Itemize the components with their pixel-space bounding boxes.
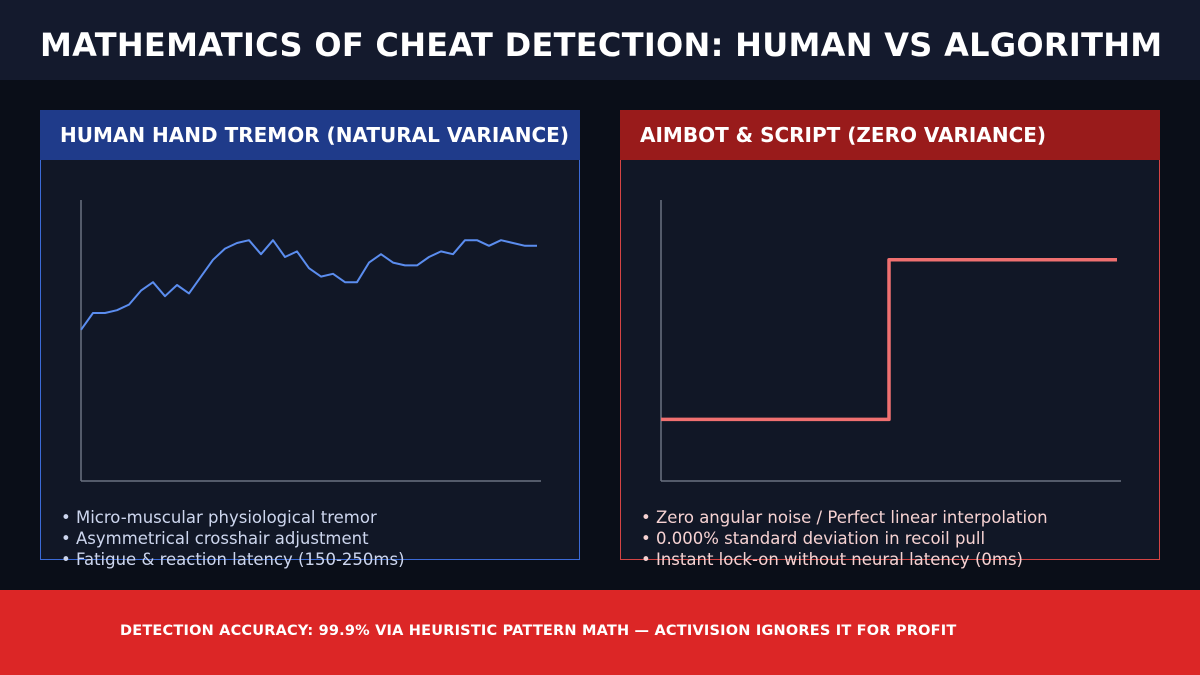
footer-text: DETECTION ACCURACY: 99.9% VIA HEURISTIC … xyxy=(120,623,957,639)
header-bar: MATHEMATICS OF CHEAT DETECTION: HUMAN VS… xyxy=(0,0,1200,80)
bot-panel: AIMBOT & SCRIPT (ZERO VARIANCE) Zero ang… xyxy=(620,110,1160,569)
page-title: MATHEMATICS OF CHEAT DETECTION: HUMAN VS… xyxy=(40,26,1163,64)
bot-bullet: 0.000% standard deviation in recoil pull xyxy=(641,528,1048,549)
bot-panel-title: AIMBOT & SCRIPT (ZERO VARIANCE) xyxy=(640,123,1047,147)
bot-series-line xyxy=(661,258,1117,422)
human-panel-title: HUMAN HAND TREMOR (NATURAL VARIANCE) xyxy=(60,123,569,147)
human-tremor-chart xyxy=(80,200,541,482)
bot-bullet: Zero angular noise / Perfect linear inte… xyxy=(641,507,1048,528)
human-panel-header: HUMAN HAND TREMOR (NATURAL VARIANCE) xyxy=(40,110,580,160)
human-bullet: Micro-muscular physiological tremor xyxy=(61,507,405,528)
bot-bullet: Instant lock-on without neural latency (… xyxy=(641,549,1048,570)
bot-bullet-list: Zero angular noise / Perfect linear inte… xyxy=(641,507,1048,570)
human-bullet: Fatigue & reaction latency (150-250ms) xyxy=(61,549,405,570)
human-series-line xyxy=(80,239,537,331)
human-bullet-list: Micro-muscular physiological tremor Asym… xyxy=(61,507,405,570)
bot-panel-header: AIMBOT & SCRIPT (ZERO VARIANCE) xyxy=(620,110,1160,160)
bot-step-chart xyxy=(660,200,1121,482)
human-panel: HUMAN HAND TREMOR (NATURAL VARIANCE) Mic… xyxy=(40,110,580,569)
human-bullet: Asymmetrical crosshair adjustment xyxy=(61,528,405,549)
footer-banner: DETECTION ACCURACY: 99.9% VIA HEURISTIC … xyxy=(0,590,1200,675)
